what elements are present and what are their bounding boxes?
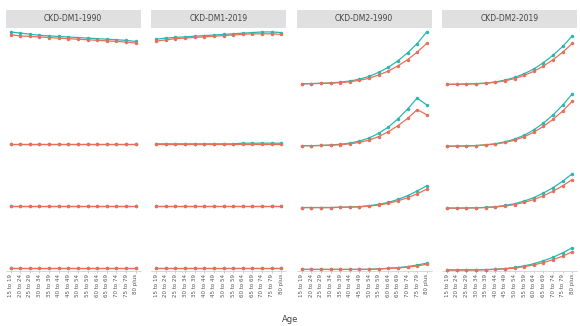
Text: CKD-DM1-1990: CKD-DM1-1990 — [44, 14, 102, 23]
Text: Age: Age — [282, 315, 298, 324]
Text: CKD-DM2-2019: CKD-DM2-2019 — [481, 14, 539, 23]
Text: CKD-DM1-2019: CKD-DM1-2019 — [190, 14, 248, 23]
Text: CKD-DM2-1990: CKD-DM2-1990 — [335, 14, 393, 23]
